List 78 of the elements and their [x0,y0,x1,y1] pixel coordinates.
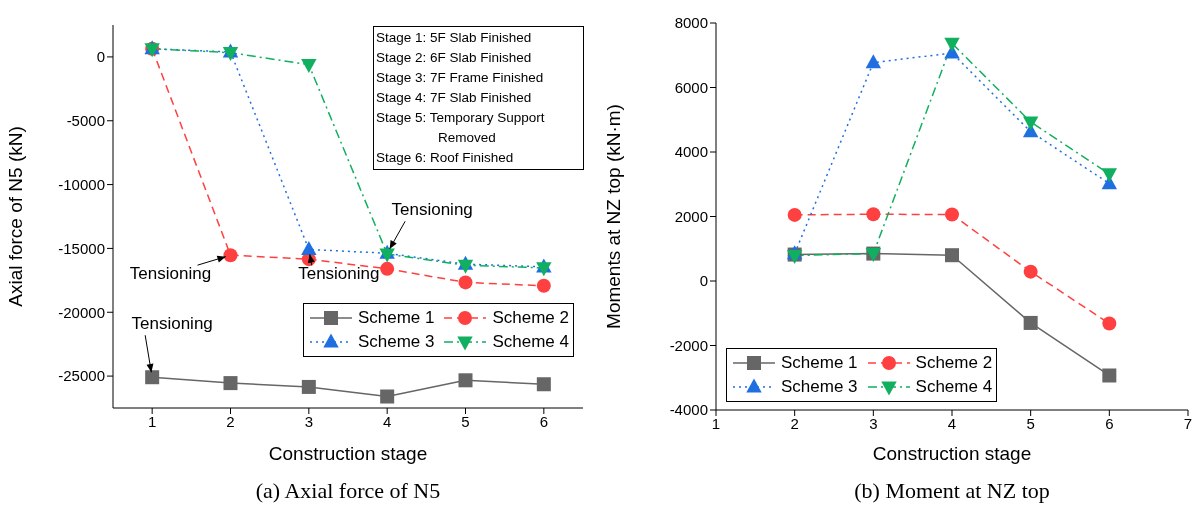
y-tick-label: -15000 [58,239,105,257]
x-tick-label: 5 [1026,414,1035,432]
x-tick-label: 3 [304,412,314,430]
x-tick-label: 1 [711,414,721,432]
x-tick-label: 4 [382,412,392,430]
x-tick-label: 4 [947,414,957,432]
point [1102,316,1117,331]
annotation: Tensioning [131,314,213,334]
point [945,207,959,222]
annotation: Stage 6: Roof Finished [376,149,515,167]
point [380,389,395,404]
x-tick-label: 6 [539,412,549,430]
y-tick-label: 6000 [674,78,708,96]
x-tick-label: 3 [869,414,878,432]
y-tick-label: 8000 [674,14,708,32]
x-tick-label: 7 [1183,414,1192,432]
legend-label: Scheme 4 [492,332,569,352]
annotation: Stage 5: Temporary Support Removed [376,109,546,147]
point [301,379,316,394]
annotation: Tensioning [391,200,473,220]
point [1102,368,1117,383]
point [536,278,551,293]
point [944,37,960,52]
y-tick-label: -4000 [669,401,708,419]
legend-label: Scheme 3 [781,377,858,397]
legend-label: Scheme 4 [915,377,993,397]
y-tick-label: -25000 [58,367,105,385]
x-tick-label: 2 [790,414,799,432]
point [787,207,802,222]
y-tick-label: 0 [699,272,708,290]
point [222,47,239,62]
point [223,376,238,391]
point [1023,315,1038,330]
point [866,207,881,222]
y-tick-label: 4000 [674,143,708,161]
x-tick-label: 2 [226,412,235,430]
point [301,241,317,256]
legend-label: Scheme 1 [357,308,435,328]
point [945,248,959,263]
point [457,259,474,274]
x-axis-title: Construction stage [268,443,428,464]
y-tick-label: -20000 [58,303,105,321]
point [301,59,317,74]
y-axis-title: Moments at NZ top (kN·m) [602,104,624,329]
legend-label: Scheme 2 [492,308,569,328]
annotation: Tensioning [129,264,212,284]
y-tick-label: 0 [96,48,105,66]
point [458,275,473,290]
annotation: Stage 3: 7F Frame Finished [376,69,545,87]
x-tick-label: 5 [461,412,470,430]
point [458,373,473,388]
legend-label: Scheme 2 [915,353,993,373]
x-axis-title: Construction stage [872,443,1032,464]
point [1023,264,1038,279]
y-tick-label: -5000 [66,112,105,130]
point [1022,116,1039,131]
annotation: Stage 4: 7F Slab Finished [376,89,533,107]
text: (a) Axial force of N5 [254,478,442,504]
point [536,377,551,392]
annotation: Stage 2: 6F Slab Finished [376,49,533,67]
point [145,370,160,385]
point [380,261,395,276]
annotation: Tensioning [298,264,380,284]
annotation: Stage 1: 5F Slab Finished [376,29,533,47]
text: (b) Moment at NZ top [853,478,1051,504]
y-tick-label: -2000 [669,336,708,354]
point [223,248,238,263]
point [379,248,395,263]
y-tick-label: -10000 [58,175,105,193]
point [536,262,552,277]
point [1101,168,1118,183]
y-tick-label: 2000 [674,207,708,225]
x-tick-label: 1 [147,412,157,430]
y-axis-title: Axial force of N5 (kN) [4,126,26,307]
x-tick-label: 6 [1105,414,1114,432]
point [865,54,882,69]
legend-label: Scheme 3 [357,332,435,352]
legend-label: Scheme 1 [781,353,858,373]
